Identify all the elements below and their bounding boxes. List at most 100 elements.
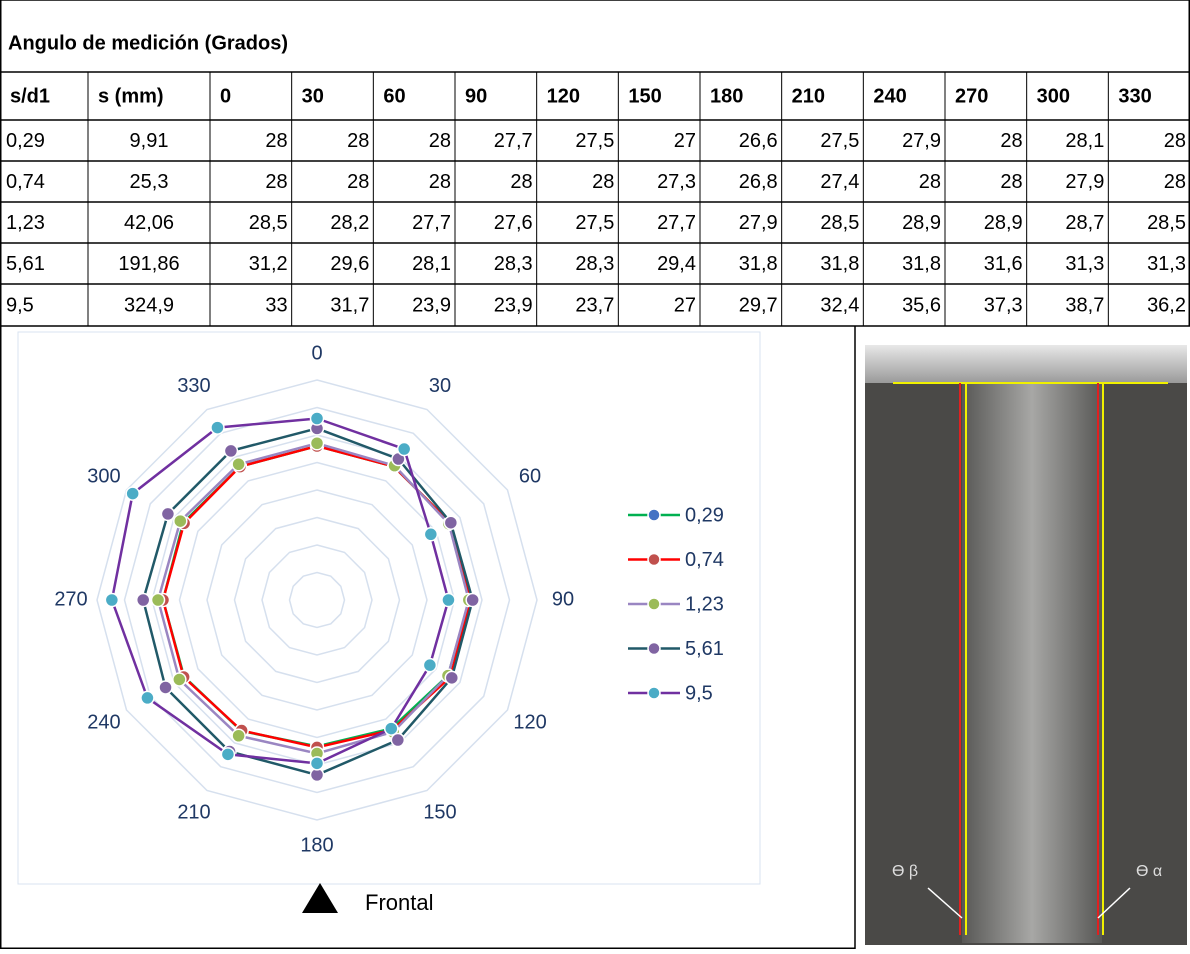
table-cell: 31,6 (984, 253, 1023, 275)
category-label: 330 (177, 375, 210, 397)
table-cell: 28,5 (1147, 212, 1186, 234)
table-cell: 27,7 (412, 212, 451, 234)
table-cell: 9,91 (130, 130, 169, 152)
category-label: 240 (87, 711, 120, 733)
category-label: 90 (552, 588, 574, 610)
column-header: 210 (792, 85, 825, 107)
table-cell: 27,5 (820, 130, 859, 152)
data-point (161, 507, 174, 520)
legend-marker (648, 509, 660, 521)
data-point (152, 594, 165, 607)
table-cell: 9,5 (6, 294, 34, 316)
category-label: 270 (54, 588, 87, 610)
data-point (173, 673, 186, 686)
table-cell: 32,4 (820, 294, 859, 316)
table-cell: 27,7 (657, 212, 696, 234)
table-cell: 0,74 (6, 171, 45, 193)
category-label: 30 (429, 375, 451, 397)
table-cell: 28 (919, 171, 941, 193)
column-header: 30 (302, 85, 324, 107)
table-cell: 28,1 (412, 253, 451, 275)
data-point (385, 722, 398, 735)
column-header: 300 (1037, 85, 1070, 107)
data-point (442, 594, 455, 607)
data-point (423, 659, 436, 672)
table-cell: 31,3 (1065, 253, 1104, 275)
category-label: 180 (300, 834, 333, 856)
column-header: 0 (220, 85, 231, 107)
table-cell: 23,9 (494, 294, 533, 316)
table-cell: 27,9 (902, 130, 941, 152)
annotation: Frontal (365, 890, 433, 915)
table-cell: 23,7 (575, 294, 614, 316)
table-cell: 1,23 (6, 212, 45, 234)
legend-label: 1,23 (685, 593, 724, 615)
table-cell: 31,2 (249, 253, 288, 275)
category-label: 210 (177, 801, 210, 823)
column-header: 120 (547, 85, 580, 107)
table-cell: 29,6 (330, 253, 369, 275)
table-cell: 37,3 (984, 294, 1023, 316)
table-cell: 25,3 (130, 171, 169, 193)
table-cell: 23,9 (412, 294, 451, 316)
table-cell: 28,3 (494, 253, 533, 275)
table-cell: 28 (429, 130, 451, 152)
table-cell: 28,2 (330, 212, 369, 234)
data-point (424, 528, 437, 541)
table-cell: 31,8 (739, 253, 778, 275)
table-cell: 27 (674, 130, 696, 152)
table-cell: 28 (1164, 130, 1186, 152)
table-cell: 29,7 (739, 294, 778, 316)
column-header: 90 (465, 85, 487, 107)
table-cell: 28 (347, 130, 369, 152)
column-header: s/d1 (10, 85, 50, 107)
table-cell: 33 (265, 294, 287, 316)
table-cell: 28 (1000, 130, 1022, 152)
table-cell: 31,7 (330, 294, 369, 316)
table-cell: 28 (1000, 171, 1022, 193)
legend-marker (648, 687, 660, 699)
data-point (232, 458, 245, 471)
data-point (311, 412, 324, 425)
table-cell: 31,3 (1147, 253, 1186, 275)
table-cell: 28 (510, 171, 532, 193)
table-cell: 191,86 (118, 253, 179, 275)
table-title: Angulo de medición (Grados) (8, 32, 288, 54)
legend-marker (648, 554, 660, 566)
table-cell: 29,4 (657, 253, 696, 275)
table-cell: 28,3 (575, 253, 614, 275)
table-cell: 26,8 (739, 171, 778, 193)
table-cell: 31,8 (902, 253, 941, 275)
table-cell: 28,9 (984, 212, 1023, 234)
table-cell: 5,61 (6, 253, 45, 275)
table-cell: 0,29 (6, 130, 45, 152)
data-point (311, 437, 324, 450)
legend-label: 0,74 (685, 549, 724, 571)
table-cell: 27,5 (575, 130, 614, 152)
legend-marker (648, 598, 660, 610)
table-cell: 28 (429, 171, 451, 193)
legend-label: 0,29 (685, 504, 724, 526)
category-label: 60 (519, 465, 541, 487)
table-cell: 324,9 (124, 294, 174, 316)
table-cell: 27,9 (739, 212, 778, 234)
legend-marker (648, 643, 660, 655)
data-point (211, 421, 224, 434)
table-cell: 28 (592, 171, 614, 193)
column-header: s (mm) (98, 85, 164, 107)
data-point (221, 748, 234, 761)
category-label: 300 (87, 465, 120, 487)
table-cell: 27,3 (657, 171, 696, 193)
data-point (445, 671, 458, 684)
category-label: 0 (311, 342, 322, 364)
column-header: 150 (628, 85, 661, 107)
table-cell: 27,4 (820, 171, 859, 193)
data-point (311, 757, 324, 770)
table-cell: 27,9 (1065, 171, 1104, 193)
table-cell: 27,7 (494, 130, 533, 152)
table-cell: 27,6 (494, 212, 533, 234)
legend-label: 5,61 (685, 638, 724, 660)
table-cell: 27 (674, 294, 696, 316)
data-point (444, 516, 457, 529)
table-cell: 27,5 (575, 212, 614, 234)
